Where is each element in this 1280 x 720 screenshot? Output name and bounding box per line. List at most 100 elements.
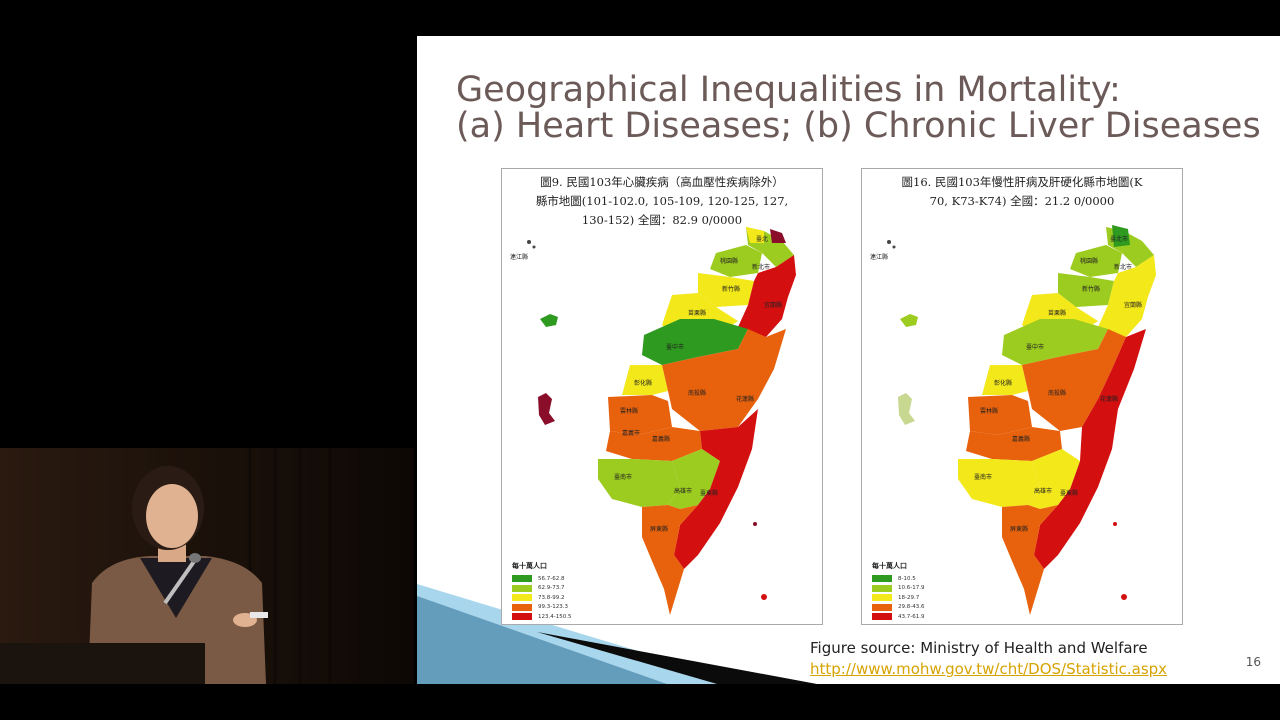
presenter-video (0, 448, 414, 684)
legend-swatch (512, 594, 532, 602)
county-label: 嘉義縣 (652, 435, 670, 443)
region-chiayi (606, 427, 702, 461)
county-label: 桃園縣 (1080, 257, 1098, 265)
legend-item: 99.3-123.3 (512, 603, 571, 613)
title-line-2: (a) Heart Diseases; (b) Chronic Liver Di… (456, 106, 1261, 146)
liver-disease-map: 臺北市 桃園縣 新北市 新竹縣 宜蘭縣 苗栗縣 臺中市 彰化縣 南投縣 花蓮縣 … (861, 168, 1183, 625)
county-label: 新北市 (752, 263, 770, 271)
legend-label: 10.6-17.9 (898, 585, 925, 592)
taiwan-heart-disease-choropleth: 臺北 桃園縣 新北市 新竹縣 宜蘭縣 苗栗縣 臺中市 彰化縣 南投縣 花蓮縣 雲… (510, 227, 796, 615)
legend-item: 56.7-62.8 (512, 574, 571, 584)
slide-decoration (417, 584, 817, 684)
county-label: 桃園縣 (720, 257, 738, 265)
county-label: 高雄市 (1034, 487, 1052, 495)
county-label: 花蓮縣 (736, 395, 754, 403)
region-pingtung (642, 505, 698, 615)
region-changhua (622, 365, 668, 395)
region-yilan (1098, 255, 1156, 337)
legend-swatch (512, 584, 532, 592)
map-legend: 每十萬人口 56.7-62.8 62.9-73.7 73.8-99.2 99.3… (512, 561, 571, 622)
legend-swatch (512, 613, 532, 621)
county-label: 嘉義縣 (1012, 435, 1030, 443)
region-taoyuan (710, 245, 762, 277)
county-label: 連江縣 (870, 253, 888, 261)
legend-item: 73.8-99.2 (512, 593, 571, 603)
legend-item: 123.4-150.5 (512, 612, 571, 622)
region-taichung (642, 319, 748, 365)
legend-item: 10.6-17.9 (872, 584, 924, 594)
county-label: 臺南市 (614, 473, 632, 481)
region-tainan (598, 459, 680, 507)
legend-label: 43.7-61.9 (898, 613, 925, 620)
legend-swatch (872, 584, 892, 592)
county-label: 臺東縣 (700, 489, 718, 497)
county-label: 臺北 (756, 235, 768, 243)
region-taitung (674, 409, 758, 569)
county-label: 彰化縣 (634, 379, 652, 387)
legend-swatch (872, 613, 892, 621)
region-taoyuan (1070, 245, 1122, 277)
region-taipei (1112, 225, 1130, 247)
region-yunlin (968, 395, 1032, 435)
legend-swatch (872, 594, 892, 602)
region-tainan (958, 459, 1040, 507)
legend-label: 73.8-99.2 (538, 594, 565, 601)
presenter-image (0, 448, 414, 684)
county-label: 苗栗縣 (1048, 309, 1066, 317)
county-label: 南投縣 (688, 389, 706, 397)
island-kinmen (900, 314, 918, 327)
region-pingtung (1002, 505, 1058, 615)
source-link[interactable]: http://www.mohw.gov.tw/cht/DOS/Statistic… (810, 660, 1168, 678)
county-label: 臺中市 (1026, 343, 1044, 351)
legend-swatch (872, 575, 892, 583)
figure-source: Figure source: Ministry of Health and We… (810, 638, 1167, 680)
county-label: 雲林縣 (980, 407, 998, 415)
taiwan-liver-disease-choropleth: 臺北市 桃園縣 新北市 新竹縣 宜蘭縣 苗栗縣 臺中市 彰化縣 南投縣 花蓮縣 … (870, 225, 1156, 615)
legend-label: 62.9-73.7 (538, 585, 565, 592)
legend-item: 8-10.5 (872, 574, 924, 584)
slide-title: Geographical Inequalities in Mortality: … (456, 72, 1261, 144)
source-text: Figure source: Ministry of Health and We… (810, 639, 1148, 657)
county-label: 臺中市 (666, 343, 684, 351)
county-label: 宜蘭縣 (1124, 301, 1142, 309)
legend-label: 56.7-62.8 (538, 575, 565, 582)
legend-swatch (512, 603, 532, 611)
region-taipei (746, 227, 764, 243)
legend-item: 29.8-43.6 (872, 603, 924, 613)
region-hsinchu (698, 273, 754, 307)
presentation-slide: Geographical Inequalities in Mortality: … (417, 36, 1280, 684)
region-nantou-hualien (662, 329, 786, 431)
county-label: 高雄市 (674, 487, 692, 495)
legend-label: 8-10.5 (898, 575, 916, 582)
map-legend: 每十萬人口 8-10.5 10.6-17.9 18-29.7 29.8-43.6… (872, 561, 924, 622)
region-yunlin (608, 395, 672, 435)
county-label: 花蓮縣 (1100, 395, 1118, 403)
legend-title: 每十萬人口 (512, 562, 547, 570)
map-caption: 圖16. 民國103年慢性肝病及肝硬化縣市地圖(K 70, K73-K74) 全… (901, 175, 1143, 208)
county-label: 南投縣 (1048, 389, 1066, 397)
county-label: 屏東縣 (1010, 525, 1028, 533)
county-label: 臺北市 (1110, 235, 1128, 243)
region-keelung (770, 229, 786, 243)
legend-label: 18-29.7 (898, 594, 920, 601)
region-taichung (1002, 319, 1108, 365)
county-label: 新竹縣 (722, 285, 740, 293)
legend-label: 99.3-123.3 (538, 604, 568, 611)
county-label: 臺東縣 (1060, 489, 1078, 497)
county-label: 新竹縣 (1082, 285, 1100, 293)
county-label: 苗栗縣 (688, 309, 706, 317)
island-penghu (898, 393, 915, 425)
legend-swatch (512, 575, 532, 583)
legend-swatch (872, 603, 892, 611)
region-hualien-taitung (1034, 329, 1146, 569)
island-penghu (538, 393, 555, 425)
title-line-1: Geographical Inequalities in Mortality: (456, 70, 1121, 110)
legend-label: 123.4-150.5 (538, 613, 572, 620)
heart-disease-map: 臺北 桃園縣 新北市 新竹縣 宜蘭縣 苗栗縣 臺中市 彰化縣 南投縣 花蓮縣 雲… (501, 168, 823, 625)
county-label: 嘉義市 (622, 429, 640, 437)
county-label: 彰化縣 (994, 379, 1012, 387)
county-label: 連江縣 (510, 253, 528, 261)
county-label: 雲林縣 (620, 407, 638, 415)
legend-title: 每十萬人口 (872, 562, 907, 570)
slide-page-number: 16 (1245, 655, 1261, 669)
